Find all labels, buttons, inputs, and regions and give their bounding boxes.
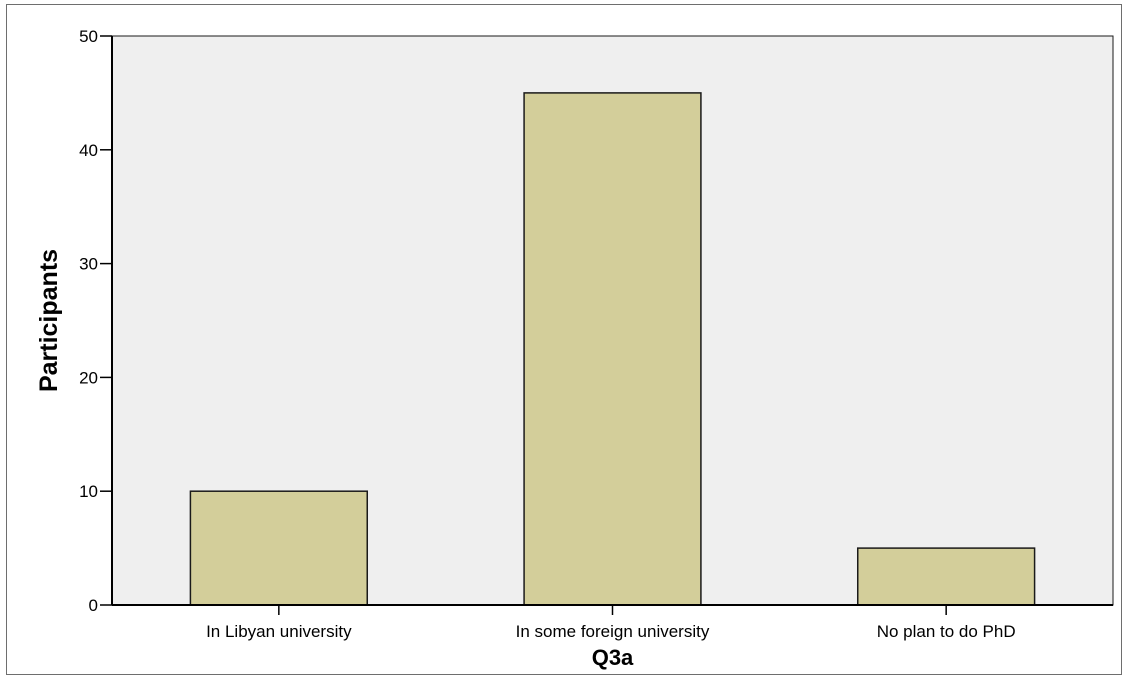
y-axis: 0 10 20 30 40 50 <box>79 27 113 615</box>
x-tick-label-2: No plan to do PhD <box>877 622 1016 641</box>
x-tick-label-0: In Libyan university <box>206 622 352 641</box>
bar-2 <box>856 547 1036 606</box>
y-tick-label-1: 10 <box>79 482 98 501</box>
x-axis-title: Q3a <box>592 645 634 670</box>
y-axis-title: Participants <box>35 249 63 392</box>
chart-frame <box>6 4 1122 675</box>
y-tick-label-0: 0 <box>89 596 98 615</box>
y-tick-label-2: 20 <box>79 368 98 387</box>
y-tick-label-5: 50 <box>79 27 98 46</box>
x-axis: In Libyan university In some foreign univ… <box>112 604 1113 641</box>
bar-0 <box>189 490 369 606</box>
y-tick-label-3: 30 <box>79 255 98 274</box>
y-tick-label-4: 40 <box>79 141 98 160</box>
bars-group <box>189 92 1036 606</box>
bar-1 <box>523 92 702 606</box>
x-tick-label-1: In some foreign university <box>516 622 710 641</box>
